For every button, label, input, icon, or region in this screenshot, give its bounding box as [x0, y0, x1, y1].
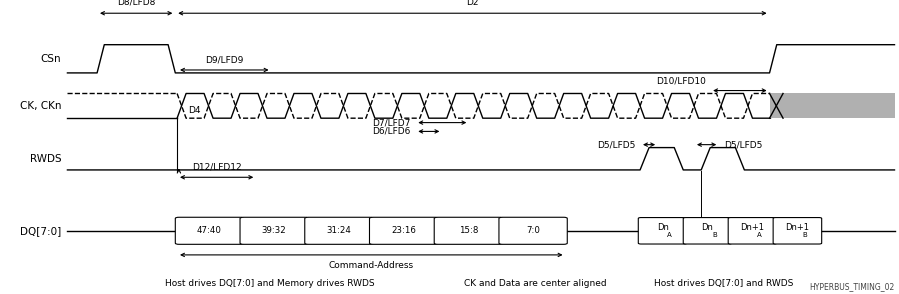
Text: CK and Data are center aligned: CK and Data are center aligned	[464, 279, 606, 288]
Text: 39:32: 39:32	[262, 226, 287, 235]
Text: D5/LFD5: D5/LFD5	[724, 140, 762, 149]
Bar	[770, 93, 895, 118]
Text: Host drives DQ[7:0] and RWDS: Host drives DQ[7:0] and RWDS	[654, 279, 794, 288]
FancyBboxPatch shape	[638, 218, 687, 244]
FancyBboxPatch shape	[728, 218, 777, 244]
Text: CK, CKn: CK, CKn	[20, 101, 61, 111]
Text: DQ[7:0]: DQ[7:0]	[20, 226, 61, 236]
Text: Host drives DQ[7:0] and Memory drives RWDS: Host drives DQ[7:0] and Memory drives RW…	[165, 279, 375, 288]
Text: D6/LFD6: D6/LFD6	[372, 127, 411, 136]
Text: D10/LFD10: D10/LFD10	[656, 76, 706, 85]
Text: A: A	[757, 233, 762, 238]
Text: D7/LFD7: D7/LFD7	[372, 118, 411, 127]
FancyBboxPatch shape	[369, 217, 438, 244]
Text: 47:40: 47:40	[197, 226, 222, 235]
Text: Dn+1: Dn+1	[741, 223, 764, 232]
Text: 15:8: 15:8	[458, 226, 478, 235]
FancyBboxPatch shape	[175, 217, 244, 244]
Text: 23:16: 23:16	[391, 226, 416, 235]
Text: CSn: CSn	[40, 54, 61, 64]
FancyBboxPatch shape	[683, 218, 732, 244]
FancyBboxPatch shape	[434, 217, 503, 244]
Text: Command-Address: Command-Address	[329, 261, 414, 270]
Text: D5/LFD5: D5/LFD5	[597, 140, 636, 149]
Text: D12/LFD12: D12/LFD12	[191, 163, 242, 172]
Text: Dn: Dn	[701, 223, 714, 232]
FancyBboxPatch shape	[305, 217, 373, 244]
Text: D2: D2	[467, 0, 478, 7]
Text: Dn: Dn	[656, 223, 669, 232]
Text: D4: D4	[188, 106, 200, 115]
FancyBboxPatch shape	[499, 217, 567, 244]
Text: D9/LFD9: D9/LFD9	[205, 55, 244, 64]
FancyBboxPatch shape	[773, 218, 822, 244]
Text: A: A	[667, 233, 672, 238]
Text: HYPERBUS_TIMING_02: HYPERBUS_TIMING_02	[809, 282, 895, 291]
Text: RWDS: RWDS	[30, 154, 61, 164]
Text: 31:24: 31:24	[326, 226, 352, 235]
Text: B: B	[802, 233, 807, 238]
Text: Dn+1: Dn+1	[786, 223, 809, 232]
FancyBboxPatch shape	[240, 217, 308, 244]
Text: B: B	[712, 233, 717, 238]
Text: 7:0: 7:0	[526, 226, 540, 235]
Text: D8/LFD8: D8/LFD8	[117, 0, 156, 7]
